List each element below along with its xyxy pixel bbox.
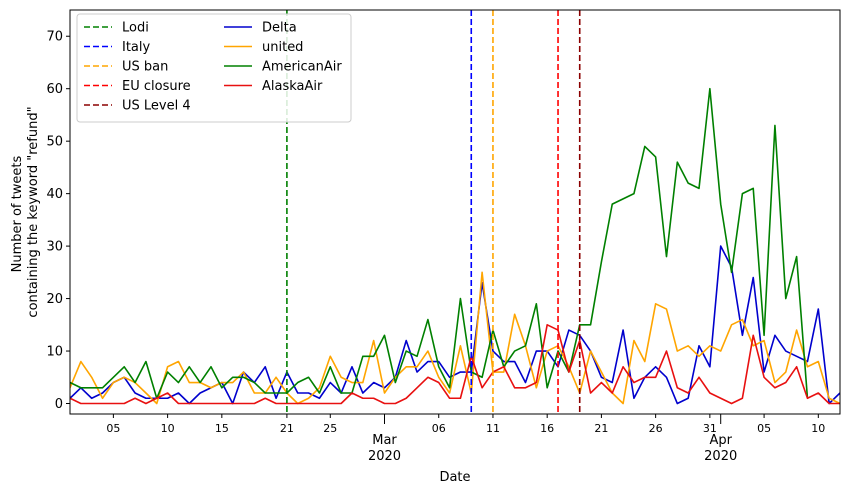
y-tick-label: 0	[55, 397, 63, 412]
y-tick-label: 60	[46, 82, 63, 97]
x-tick-label-year: 2020	[368, 449, 401, 464]
legend-label-italy: Italy	[122, 40, 151, 55]
y-tick-label: 70	[46, 30, 63, 45]
x-tick-label: 21	[594, 422, 608, 435]
x-tick-label: 31	[703, 422, 717, 435]
x-tick-label: 10	[811, 422, 825, 435]
x-tick-label: 06	[432, 422, 446, 435]
y-tick-label: 10	[46, 345, 63, 360]
y-tick-label: 50	[46, 135, 63, 150]
legend-label-delta: Delta	[262, 21, 297, 36]
plot-frame	[69, 9, 841, 415]
legend-label-us-ban: US ban	[122, 60, 168, 75]
legend-label-americanair: AmericanAir	[262, 60, 342, 75]
x-tick-label: 10	[161, 422, 175, 435]
x-tick-label-year: 2020	[704, 449, 737, 464]
y-axis: 0 10 20 30 40 50 60 70	[46, 30, 70, 412]
x-tick-label: 25	[323, 422, 337, 435]
y-axis-label: Number of tweets containing the keyword …	[10, 106, 41, 317]
legend-box	[76, 13, 352, 123]
legend-label-lodi: Lodi	[122, 21, 149, 36]
x-tick-label: 16	[540, 422, 554, 435]
x-tick-label: 15	[215, 422, 229, 435]
legend-label-us-level-4: US Level 4	[122, 99, 191, 114]
legend-label-eu-closure: EU closure	[122, 79, 191, 94]
series-layer	[70, 87, 840, 405]
legend-label-united: united	[262, 40, 303, 55]
y-axis-label-line-2: containing the keyword "refund"	[26, 106, 41, 317]
legend: Lodi Italy US ban EU closure US Level 4 Delta…	[76, 13, 352, 123]
legend-label-alaskaair: AlaskaAir	[262, 79, 323, 94]
x-tick-label: 21	[280, 422, 294, 435]
x-axis-label: Date	[439, 470, 470, 485]
y-tick-label: 20	[46, 292, 63, 307]
x-tick-label: 26	[649, 422, 663, 435]
x-tick-label: 05	[106, 422, 120, 435]
series-line-americanair	[70, 87, 809, 400]
x-tick-label: 05	[757, 422, 771, 435]
y-tick-label: 30	[46, 240, 63, 255]
x-tick-label: 11	[486, 422, 500, 435]
series-line-united	[70, 271, 840, 405]
y-tick-label: 40	[46, 187, 63, 202]
x-tick-label-month: Mar	[372, 433, 397, 448]
y-axis-label-line-1: Number of tweets	[10, 156, 25, 273]
series-line-delta	[70, 245, 840, 405]
series-line-alaskaair	[70, 324, 840, 405]
x-tick-label-month: Apr	[709, 433, 732, 448]
